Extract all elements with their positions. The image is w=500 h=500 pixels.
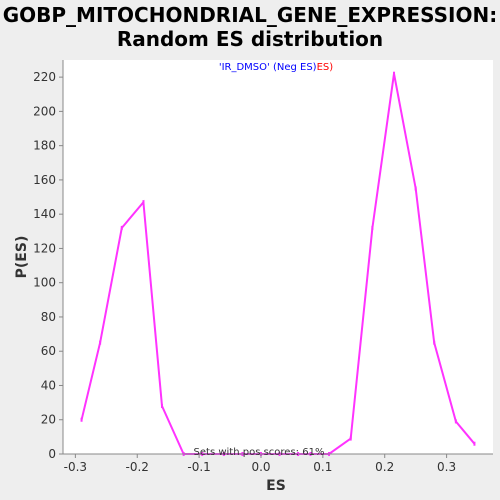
x-tick-label: 0.1 <box>313 460 332 474</box>
y-tick-label: 120 <box>33 241 56 255</box>
y-tick-label: 200 <box>33 104 56 118</box>
y-tick-label: 80 <box>41 310 56 324</box>
y-tick-label: 20 <box>41 413 56 427</box>
x-axis-ticks: -0.3 -0.2 -0.1 0.0 0.1 0.2 0.3 <box>64 454 456 474</box>
y-tick-label: 180 <box>33 139 56 153</box>
y-tick-label: 220 <box>33 70 56 84</box>
y-tick-label: 40 <box>41 378 56 392</box>
chart-title-line2: Random ES distribution <box>117 27 383 51</box>
x-tick-label: 0.2 <box>375 460 394 474</box>
legend-entry-2: ES) <box>317 62 334 73</box>
y-tick-label: 60 <box>41 344 56 358</box>
legend: 'IR_DMSO' (Neg ES)ES) <box>219 62 333 73</box>
chart-title-line1: GOBP_MITOCHONDRIAL_GENE_EXPRESSION: <box>3 3 498 27</box>
x-tick-label: 0.3 <box>437 460 456 474</box>
y-tick-label: 140 <box>33 207 56 221</box>
x-tick-label: -0.2 <box>126 460 149 474</box>
pos-scores-annotation: Sets with pos scores: 61% <box>194 447 325 458</box>
y-axis-label: P(ES) <box>14 236 30 279</box>
x-tick-label: 0.0 <box>251 460 270 474</box>
x-tick-label: -0.1 <box>187 460 210 474</box>
x-axis-label: ES <box>266 478 286 494</box>
y-tick-label: 100 <box>33 276 56 290</box>
y-tick-label: 160 <box>33 173 56 187</box>
y-axis-ticks: 0 20 40 60 80 100 120 140 160 180 200 220 <box>33 70 63 461</box>
legend-entry-1: 'IR_DMSO' (Neg ES) <box>219 62 317 73</box>
x-tick-label: -0.3 <box>64 460 87 474</box>
y-tick-label: 0 <box>48 447 56 461</box>
plot-area <box>63 60 493 454</box>
